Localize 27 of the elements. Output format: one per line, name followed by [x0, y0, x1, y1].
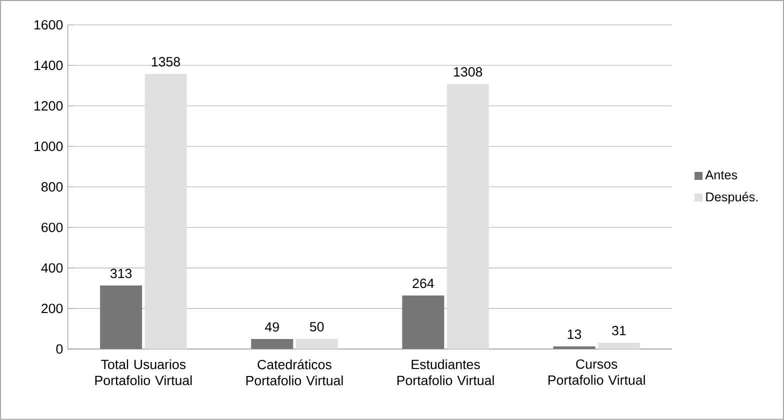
data-label: 50	[310, 322, 324, 332]
y-tick-label: 800	[41, 182, 63, 192]
legend-label: Después.	[706, 192, 758, 204]
bar	[598, 342, 640, 350]
x-tick-label: Total Usuarios Portafolio Virtual	[95, 359, 192, 386]
bar	[144, 74, 187, 350]
data-label: 313	[110, 268, 132, 278]
x-tick-label: Cursos Portafolio Virtual	[548, 359, 645, 385]
data-label: 49	[265, 322, 279, 332]
data-label: 13	[568, 330, 582, 340]
y-tick-label: 1600	[34, 20, 63, 30]
y-tick-label: 1000	[34, 142, 63, 152]
data-label: 1358	[152, 57, 180, 67]
y-tick-label: 600	[42, 222, 63, 232]
y-tick-label: 0	[56, 344, 63, 354]
data-label: 264	[412, 278, 434, 288]
x-tick-label: Estudiantes Portafolio Virtual	[397, 359, 494, 386]
y-tick-label: 1200	[34, 101, 63, 111]
y-tick-label: 200	[42, 304, 63, 314]
y-tick-label: 1400	[34, 60, 63, 70]
legend-label: Antes	[705, 170, 738, 180]
data-label: 1308	[454, 67, 482, 77]
x-tick-label: Catedráticos Portafolio Virtual	[246, 359, 343, 386]
bar	[296, 338, 338, 350]
data-label: 31	[612, 326, 626, 336]
bar	[446, 84, 489, 350]
y-tick-label: 400	[41, 263, 63, 273]
